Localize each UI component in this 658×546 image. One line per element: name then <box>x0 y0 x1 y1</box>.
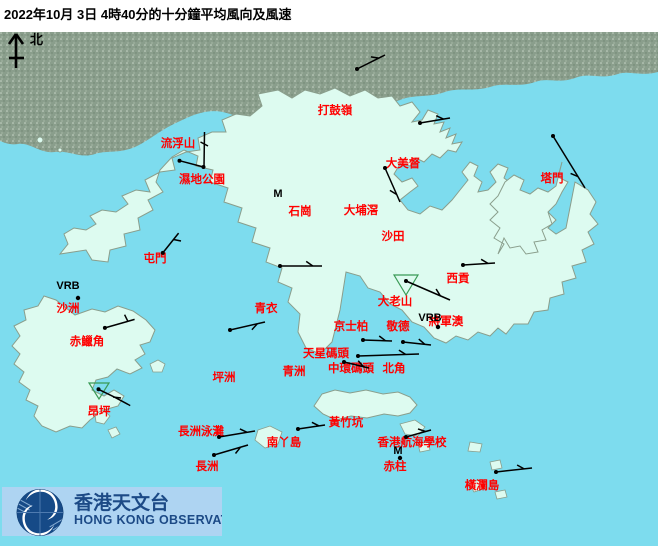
svg-text:打鼓嶺: 打鼓嶺 <box>318 103 353 117</box>
svg-text:西貢: 西貢 <box>447 272 470 285</box>
svg-text:南丫島: 南丫島 <box>267 435 302 449</box>
svg-text:昂坪: 昂坪 <box>88 405 111 418</box>
svg-text:流浮山: 流浮山 <box>161 136 196 150</box>
svg-text:北角: 北角 <box>383 361 406 375</box>
svg-text:沙田: 沙田 <box>382 230 405 243</box>
svg-text:VRB: VRB <box>56 280 79 292</box>
svg-text:橫瀾島: 橫瀾島 <box>465 478 500 492</box>
svg-text:赤柱: 赤柱 <box>384 459 407 473</box>
svg-text:赤鱲角: 赤鱲角 <box>70 334 105 348</box>
svg-text:HONG KONG OBSERVATORY: HONG KONG OBSERVATORY <box>74 513 222 527</box>
svg-text:香港天文台: 香港天文台 <box>73 491 169 514</box>
svg-text:大埔滘: 大埔滘 <box>344 203 379 217</box>
svg-text:敬德: 敬德 <box>386 319 410 333</box>
svg-text:VRB: VRB <box>418 312 441 324</box>
svg-text:香港航海學校: 香港航海學校 <box>377 435 447 449</box>
svg-text:青衣: 青衣 <box>255 301 278 315</box>
svg-text:塔門: 塔門 <box>541 171 564 185</box>
svg-text:大美督: 大美督 <box>386 156 421 170</box>
svg-text:北: 北 <box>30 32 43 47</box>
svg-text:坪洲: 坪洲 <box>213 371 236 384</box>
svg-text:天星碼頭: 天星碼頭 <box>303 346 349 360</box>
svg-text:沙洲: 沙洲 <box>57 302 80 315</box>
svg-text:京士柏: 京士柏 <box>334 319 369 333</box>
svg-text:M: M <box>393 445 402 457</box>
svg-text:大老山: 大老山 <box>378 294 413 308</box>
svg-text:青洲: 青洲 <box>283 364 306 378</box>
svg-text:濕地公園: 濕地公園 <box>179 172 225 186</box>
svg-text:長洲: 長洲 <box>196 460 219 473</box>
svg-text:石崗: 石崗 <box>288 204 312 218</box>
svg-text:M: M <box>273 188 282 200</box>
svg-text:黃竹坑: 黃竹坑 <box>328 415 364 429</box>
